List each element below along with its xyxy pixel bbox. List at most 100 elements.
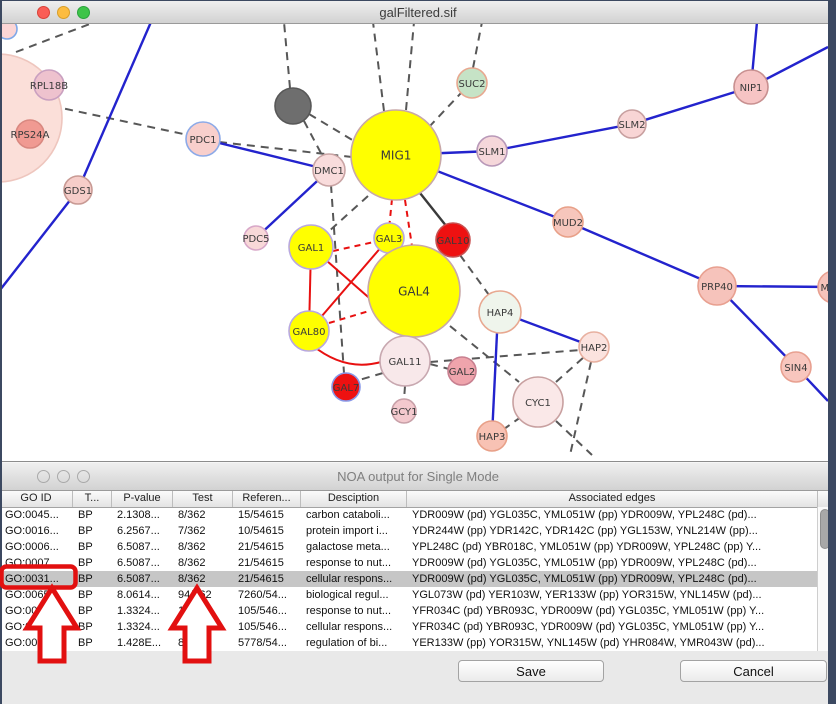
edge-blue — [490, 332, 499, 437]
node-label-gds1: GDS1 — [64, 186, 92, 197]
close-button[interactable] — [37, 470, 50, 483]
traffic-lights-inactive — [37, 470, 90, 483]
node-label-rps24a: RPS24A — [11, 130, 50, 141]
node-label-nip1: NIP1 — [740, 83, 763, 94]
node-pdc1[interactable] — [185, 121, 221, 157]
cell: 6.5087... — [117, 557, 160, 569]
node-suc2[interactable] — [456, 67, 488, 99]
node-unnamed-gray[interactable] — [274, 87, 312, 125]
table-row[interactable]: GO:0045... BP 2.1308... 8/362 15/54615 carbon… — [0, 507, 830, 523]
cell: 10/54615 — [238, 525, 284, 537]
network-canvas[interactable]: RPL18B RPS24A GDS1 PDC1 PDC5 DMC1 MIG1 SUC2 SLM1… — [0, 0, 836, 461]
node-label-pdc5: PDC5 — [242, 234, 269, 245]
node-pdc5[interactable] — [243, 225, 269, 251]
edge-dashed — [405, 21, 415, 111]
node-nip1[interactable] — [733, 69, 769, 105]
cell: response to nut... — [306, 605, 391, 617]
cell: 2.1308... — [117, 509, 160, 521]
node-gds1[interactable] — [63, 175, 93, 205]
table-row[interactable]: GO:0031... BP 1.3324... 11/362 105/546... cel… — [0, 619, 830, 635]
zoom-button[interactable] — [77, 5, 90, 19]
node-hap4[interactable] — [478, 290, 522, 334]
save-button[interactable]: Save — [458, 660, 604, 682]
column-header-desciption[interactable]: Desciption — [301, 491, 407, 507]
zoom-button[interactable] — [77, 470, 90, 483]
minimize-button[interactable] — [57, 470, 70, 483]
node-label-prp40: PRP40 — [701, 282, 733, 293]
edge-dashed — [428, 92, 462, 128]
table-row[interactable]: GO:0031... BP 1.3324... 11/362 105/546... res… — [0, 603, 830, 619]
node-mig1[interactable] — [350, 109, 442, 201]
table-row[interactable]: GO:0016... BP 6.2567... 7/362 10/54615 protei… — [0, 523, 830, 539]
cancel-button[interactable]: Cancel — [680, 660, 827, 682]
cell: BP — [78, 605, 93, 617]
cell: GO:0031... — [5, 621, 59, 633]
node-gal7[interactable] — [331, 372, 361, 402]
network-window-titlebar[interactable]: galFiltered.sif — [0, 0, 836, 24]
table-row[interactable]: GO:0031... BP 6.5087... 8/362 21/54615 cellul… — [0, 571, 830, 587]
column-header-associated-edges[interactable]: Associated edges — [407, 491, 818, 507]
node-label-hap4: HAP4 — [487, 308, 514, 319]
column-header-test[interactable]: Test — [173, 491, 233, 507]
node-label-gal1: GAL1 — [298, 243, 325, 254]
close-button[interactable] — [37, 5, 50, 19]
node-mud2[interactable] — [552, 206, 584, 238]
cell: galactose meta... — [306, 541, 390, 553]
noa-window-titlebar[interactable]: NOA output for Single Mode — [0, 462, 836, 491]
node-label-gal4: GAL4 — [398, 285, 430, 299]
cell: 7260/54... — [238, 589, 287, 601]
table-row[interactable]: GO:0007... BP 6.5087... 8/362 21/54615 respon… — [0, 555, 830, 571]
node-slm2[interactable] — [617, 109, 647, 139]
column-header-go-id[interactable]: GO ID — [0, 491, 73, 507]
node-label-gal11: GAL11 — [389, 357, 422, 368]
cell: GO:0016... — [5, 525, 59, 537]
cell: 8/362 — [178, 573, 206, 585]
cell: 8/362 — [178, 541, 206, 553]
node-label-gcy1: GCY1 — [390, 407, 417, 418]
node-label-cyc1: CYC1 — [525, 398, 551, 409]
edge-blue — [631, 85, 752, 126]
column-header-referen[interactable]: Referen... — [233, 491, 301, 507]
cell: BP — [78, 621, 93, 633]
column-header-t[interactable]: T... — [73, 491, 112, 507]
node-gal1[interactable] — [288, 224, 334, 270]
table-row[interactable]: GO:0006... BP 6.5087... 8/362 21/54615 galact… — [0, 539, 830, 555]
cell: YDR009W (pd) YGL035C, YML051W (pp) YDR00… — [412, 509, 757, 521]
node-sin4[interactable] — [780, 351, 812, 383]
node-gal10[interactable] — [435, 222, 471, 258]
node-hap2[interactable] — [578, 331, 610, 363]
node-prp40[interactable] — [697, 266, 737, 306]
node-cyc1[interactable] — [512, 376, 564, 428]
cell: 21/54615 — [238, 573, 284, 585]
cell: 80/362 — [178, 637, 212, 649]
window-edge-right — [828, 0, 836, 704]
node-gal2[interactable] — [447, 356, 477, 386]
node-gal80[interactable] — [288, 310, 330, 352]
table-row[interactable]: GO:0065... BP 8.0614... 94/362 7260/54... bio… — [0, 587, 830, 603]
node-gcy1[interactable] — [391, 398, 417, 424]
node-rpl18b[interactable] — [33, 69, 65, 101]
table-row[interactable]: GO:0050... BP 1.428E... 80/362 5778/54... reg… — [0, 635, 830, 651]
node-gal11[interactable] — [379, 335, 431, 387]
node-dmc1[interactable] — [312, 153, 346, 187]
node-label-slm2: SLM2 — [619, 120, 646, 131]
node-label-gal3: GAL3 — [376, 234, 403, 245]
cell: 8.0614... — [117, 589, 160, 601]
column-header-p-value[interactable]: P-value — [112, 491, 173, 507]
edge-dashed — [283, 21, 291, 89]
edge-blue — [491, 122, 633, 153]
cell: cellular respons... — [306, 573, 393, 585]
cell: BP — [78, 541, 93, 553]
node-hap3[interactable] — [476, 420, 508, 452]
node-rps24a[interactable] — [15, 119, 45, 149]
edge-blue — [567, 220, 718, 288]
edge-red-dashed — [332, 241, 375, 252]
edge-dashed — [569, 361, 592, 456]
cell: regulation of bi... — [306, 637, 388, 649]
edge-dark — [419, 192, 448, 228]
cell: 21/54615 — [238, 557, 284, 569]
node-slm1[interactable] — [476, 135, 508, 167]
edge-dashed — [358, 372, 384, 381]
minimize-button[interactable] — [57, 5, 70, 19]
